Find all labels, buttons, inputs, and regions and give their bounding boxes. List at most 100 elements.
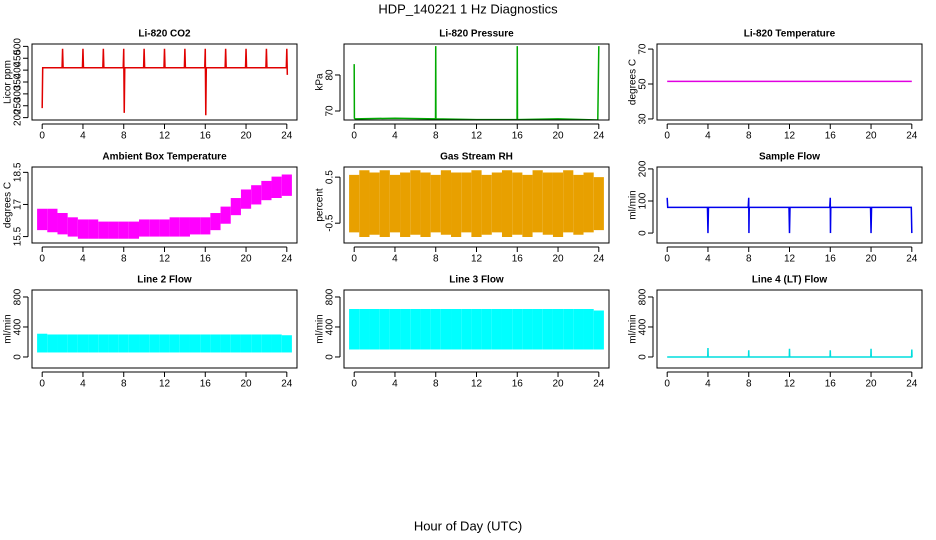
y-tick-label: 15.5 — [13, 226, 24, 246]
y-axis-label: ml/min — [315, 314, 326, 343]
x-tick-label: 20 — [552, 131, 564, 142]
y-axis-label: ml/min — [628, 314, 639, 343]
data-layer — [37, 333, 292, 353]
plot-box — [656, 43, 923, 121]
x-tick-label: 8 — [121, 379, 127, 390]
data-line — [667, 347, 913, 358]
x-tick-label: 24 — [906, 254, 918, 265]
x-tick-label: 0 — [351, 254, 357, 265]
y-tick-label: 800 — [13, 288, 24, 305]
y-tick-label: 0 — [638, 354, 649, 360]
x-tick-label: 12 — [471, 379, 483, 390]
data-layer — [41, 48, 289, 116]
y-tick-label: 0 — [638, 230, 649, 236]
figure-title: HDP_140221 1 Hz Diagnostics — [378, 1, 558, 16]
x-tick-label: 4 — [705, 254, 711, 265]
y-tick-label: 70 — [638, 43, 649, 55]
y-axis-label: degrees C — [628, 59, 639, 105]
x-tick-label: 0 — [39, 254, 45, 265]
y-tick-label: 200 — [13, 109, 24, 126]
y-axis-label: degrees C — [3, 182, 14, 228]
x-tick-label: 20 — [240, 254, 252, 265]
panel: Li-820 CO2 Licor ppm 0 4 8 12 16 20 24 2002503003… — [3, 29, 298, 142]
x-tick-label: 8 — [746, 254, 752, 265]
data-line — [353, 46, 600, 120]
panel-title: Li-820 CO2 — [138, 29, 191, 40]
data-layer — [353, 46, 600, 120]
y-axis-label: Licor ppm — [3, 60, 14, 104]
x-tick-label: 20 — [240, 379, 252, 390]
x-tick-label: 12 — [159, 379, 171, 390]
x-tick-label: 16 — [200, 254, 212, 265]
y-tick-label: 400 — [325, 318, 336, 335]
panel: Li-820 Temperature degrees C 0 4 8 12 16 20 24 30… — [628, 29, 923, 142]
data-line — [666, 197, 913, 234]
x-tick-label: 4 — [705, 131, 711, 142]
x-tick-label: 20 — [865, 131, 877, 142]
panel-title: Line 2 Flow — [137, 275, 192, 286]
x-tick-label: 4 — [392, 379, 398, 390]
x-tick-label: 8 — [121, 254, 127, 265]
x-tick-label: 8 — [121, 131, 127, 142]
x-tick-label: 8 — [433, 254, 439, 265]
x-tick-label: 20 — [552, 379, 564, 390]
panel-title: Gas Stream RH — [440, 152, 513, 163]
x-tick-label: 12 — [471, 131, 483, 142]
plot-box — [31, 289, 298, 369]
y-tick-label: 500 — [13, 38, 24, 55]
y-tick-label: 0.5 — [325, 170, 336, 184]
x-tick-label: 12 — [159, 131, 171, 142]
x-tick-label: 0 — [351, 379, 357, 390]
plot-box — [31, 166, 298, 244]
x-tick-label: 20 — [865, 254, 877, 265]
y-tick-label: 30 — [638, 113, 649, 125]
x-tick-label: 16 — [200, 379, 212, 390]
x-tick-label: 0 — [664, 254, 670, 265]
y-tick-label: 17 — [13, 198, 24, 210]
x-tick-label: 0 — [351, 131, 357, 142]
x-tick-label: 8 — [433, 379, 439, 390]
x-tick-label: 4 — [392, 254, 398, 265]
plot-box — [31, 43, 298, 121]
x-tick-label: 4 — [705, 379, 711, 390]
y-tick-label: 800 — [325, 288, 336, 305]
y-tick-label: 450 — [13, 49, 24, 66]
y-tick-label: 400 — [638, 318, 649, 335]
plot-box — [343, 166, 610, 244]
x-tick-label: 24 — [593, 131, 605, 142]
x-tick-label: 4 — [80, 379, 86, 390]
x-tick-label: 0 — [39, 379, 45, 390]
data-layer — [37, 174, 292, 239]
x-tick-label: 12 — [471, 254, 483, 265]
plot-box — [656, 289, 923, 369]
data-line — [41, 48, 289, 116]
x-tick-label: 24 — [593, 254, 605, 265]
y-tick-label: 70 — [325, 105, 336, 117]
panel-title: Sample Flow — [759, 152, 820, 163]
data-layer — [667, 347, 913, 358]
y-axis-label: percent — [315, 188, 326, 222]
y-tick-label: 200 — [638, 160, 649, 177]
y-tick-label: 0 — [325, 354, 336, 360]
x-tick-label: 4 — [392, 131, 398, 142]
x-tick-label: 12 — [784, 379, 796, 390]
x-tick-label: 0 — [664, 379, 670, 390]
y-tick-label: 250 — [13, 97, 24, 114]
x-tick-label: 24 — [281, 379, 293, 390]
y-tick-label: 100 — [638, 192, 649, 209]
panel: Line 3 Flow ml/min 0 4 8 12 16 20 24 0 400 800 — [315, 275, 610, 390]
panel-title: Ambient Box Temperature — [102, 152, 227, 163]
x-tick-label: 8 — [433, 131, 439, 142]
x-tick-label: 8 — [746, 131, 752, 142]
panel-title: Li-820 Temperature — [744, 29, 836, 40]
x-tick-label: 16 — [825, 131, 837, 142]
y-tick-label: 800 — [638, 288, 649, 305]
x-tick-label: 16 — [200, 131, 212, 142]
x-tick-label: 16 — [512, 379, 524, 390]
panel-title: Line 3 Flow — [449, 275, 504, 286]
x-tick-label: 24 — [281, 131, 293, 142]
y-tick-label: 400 — [13, 318, 24, 335]
y-tick-label: 0 — [13, 354, 24, 360]
x-tick-label: 4 — [80, 131, 86, 142]
